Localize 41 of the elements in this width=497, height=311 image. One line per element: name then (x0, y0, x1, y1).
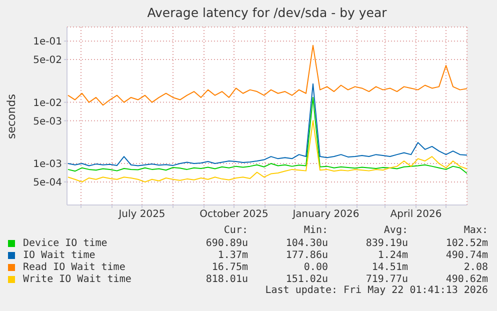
y-tick-label: 1e-01 (33, 36, 62, 48)
line-series (68, 96, 467, 174)
text: 102.52m (444, 238, 488, 248)
text: 818.01u (204, 274, 248, 284)
y-tick-label: 5e-03 (33, 116, 62, 128)
x-tick-label: October 2025 (200, 209, 268, 220)
legend-label: Device IO time (23, 238, 108, 248)
text: 1.37m (216, 250, 248, 260)
text: 1.24m (376, 250, 408, 260)
text: 839.19u (364, 238, 408, 248)
y-tick-label: 1e-02 (33, 98, 62, 109)
text: Avg: (382, 225, 408, 237)
line-series (68, 83, 467, 166)
text: 490.74m (444, 250, 488, 260)
legend-label: IO Wait time (23, 250, 96, 260)
text: 104.30u (284, 238, 328, 248)
legend-label: Write IO Wait time (23, 274, 132, 284)
text: Max: (462, 225, 488, 237)
text: 0.00 (302, 262, 328, 272)
text: 151.02u (284, 274, 328, 284)
x-tick-label: July 2025 (118, 209, 166, 220)
text: 2.08 (462, 262, 488, 272)
line-series (68, 120, 467, 182)
text: Min: (302, 225, 328, 237)
y-tick-label: 5e-04 (33, 177, 62, 188)
y-tick-label: 5e-02 (33, 55, 62, 66)
text: Last update: Fri May 22 01:41:13 2026 (264, 285, 488, 297)
legend-label: Read IO Wait time (23, 262, 126, 272)
text: Cur: (222, 225, 248, 237)
text: 16.75m (210, 262, 248, 272)
chart-title: Average latency for /dev/sda - by year (146, 5, 388, 20)
text: 690.89u (204, 238, 248, 248)
x-tick-label: January 2026 (292, 209, 360, 220)
text: 177.86u (284, 250, 328, 260)
y-axis-title: seconds (4, 94, 18, 139)
y-tick-label: 1e-03 (33, 159, 62, 170)
text: 490.62m (444, 274, 488, 284)
text: 719.77u (364, 274, 408, 284)
text: 14.51m (370, 262, 408, 272)
line-series (68, 44, 467, 106)
x-tick-label: April 2026 (390, 209, 442, 220)
